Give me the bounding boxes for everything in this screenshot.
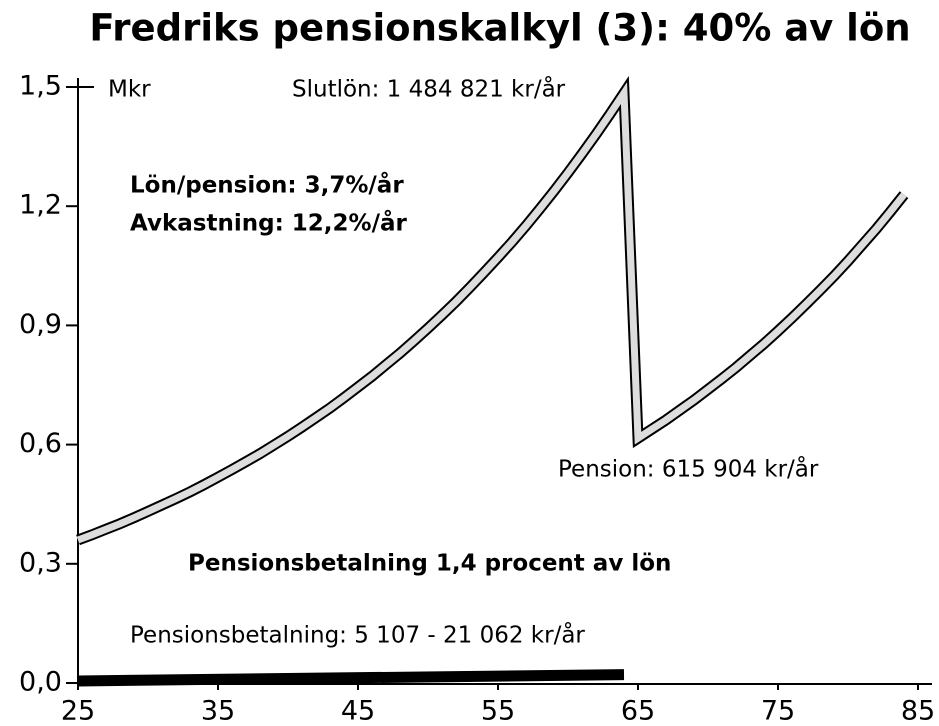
y-tick-label: 0,6 xyxy=(19,428,62,459)
annotation: Pensionsbetalning 1,4 procent av lön xyxy=(188,551,671,577)
annotation: Avkastning: 12,2%/år xyxy=(130,210,407,237)
x-tick-label: 35 xyxy=(201,696,235,726)
line xyxy=(76,82,907,544)
y-tick-label: 0,0 xyxy=(19,667,62,698)
y-unit: Mkr xyxy=(108,77,151,103)
y-tick-label: 0,9 xyxy=(19,309,62,340)
x-tick-label: 45 xyxy=(341,696,375,726)
x-tick-label: 85 xyxy=(901,696,935,726)
x-tick-label: 55 xyxy=(481,696,515,726)
x-tick-label: 75 xyxy=(761,696,795,726)
annotation: Lön/pension: 3,7%/år xyxy=(130,172,404,199)
x-tick-label: 25 xyxy=(61,696,95,726)
x-tick-label: 65 xyxy=(621,696,655,726)
annotation: Pension: 615 904 kr/år xyxy=(558,455,819,483)
line xyxy=(77,669,625,687)
chart-title: Fredriks pensionskalkyl (3): 40% av lön xyxy=(89,7,910,50)
annotation: Slutlön: 1 484 821 kr/år xyxy=(292,75,566,103)
annotation: Pensionsbetalning: 5 107 - 21 062 kr/år xyxy=(130,621,585,649)
y-tick-label: 1,5 xyxy=(19,71,62,102)
y-tick-label: 1,2 xyxy=(19,190,62,221)
y-tick-label: 0,3 xyxy=(19,547,62,578)
